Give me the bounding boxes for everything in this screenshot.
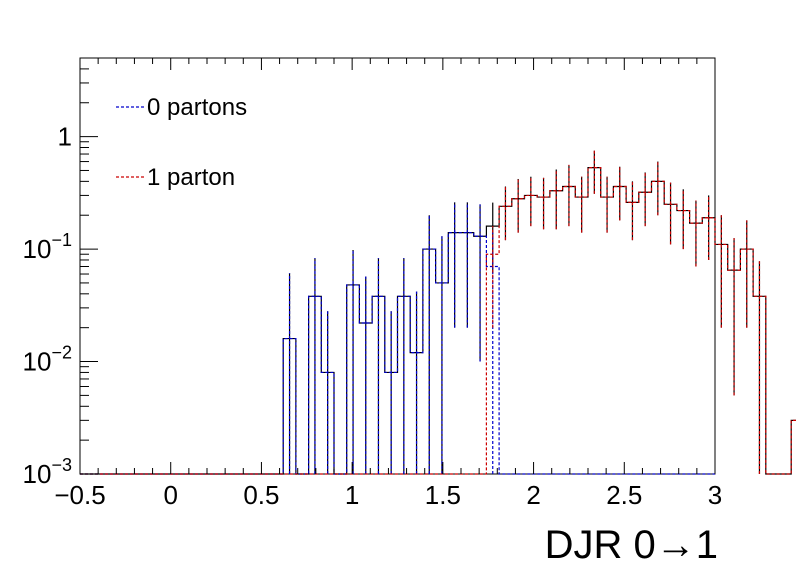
legend-label-0: 0 partons xyxy=(147,94,247,121)
x-tick-label: 2.5 xyxy=(606,480,642,510)
y-tick-label: 10−1 xyxy=(23,230,72,264)
y-tick-label: 10−2 xyxy=(23,343,72,377)
series-1-group xyxy=(80,150,796,475)
x-axis-title: DJR 0→1 xyxy=(545,523,718,567)
legend: 0 partons 1 parton xyxy=(116,94,247,191)
x-tick-label: 1.5 xyxy=(425,480,461,510)
y-tick-label: 1 xyxy=(58,122,72,152)
axis-layer: −0.5 0 0.5 1 1.5 2 2.5 3 10−3 10−2 10−1 1 xyxy=(23,57,722,510)
series-0-group xyxy=(80,202,715,475)
y-tick-label: 10−3 xyxy=(23,455,72,489)
x-tick-label: 0 xyxy=(163,480,177,510)
series-0-histogram-line xyxy=(80,232,715,475)
series-1-histogram-line xyxy=(80,167,796,475)
x-tick-label: 2 xyxy=(526,480,540,510)
x-tick-label: 0.5 xyxy=(243,480,279,510)
series-layer xyxy=(80,150,796,475)
total-histogram-line xyxy=(80,167,796,475)
total-group xyxy=(80,150,796,475)
x-tick-label: 3 xyxy=(708,480,722,510)
legend-label-1: 1 parton xyxy=(147,164,235,191)
x-tick-label: 1 xyxy=(345,480,359,510)
x-tick-label: −0.5 xyxy=(54,480,105,510)
